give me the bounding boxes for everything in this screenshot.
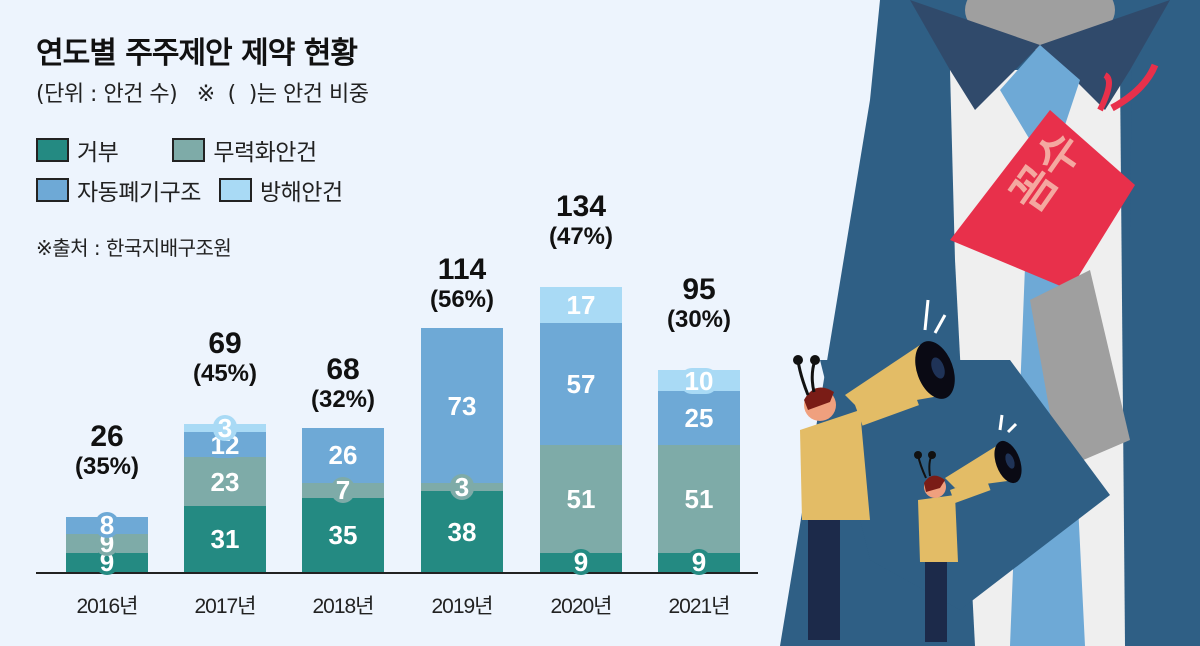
legend-swatch-neutralize (172, 138, 206, 162)
x-axis-label: 2019년 (431, 595, 493, 618)
legend-label: 자동폐기구조 (77, 180, 201, 206)
total-count: 134 (555, 190, 607, 224)
segment-value: 9 (686, 549, 712, 576)
total-percentage: (56%) (429, 286, 495, 314)
x-axis-label: 2021년 (668, 595, 730, 618)
bar-segment: 9 (540, 549, 622, 576)
legend-swatch-obstruct (218, 178, 252, 202)
legend-label: 무력화안건 (213, 140, 317, 166)
segment-value: 38 (447, 516, 477, 547)
x-axis-label: 2016년 (76, 595, 138, 618)
total-percentage: (47%) (548, 223, 614, 251)
bar-2019년: 38 3 73 (421, 0, 503, 572)
bar-segment: 38 (421, 491, 503, 572)
bar-segment: 23 (184, 457, 266, 507)
legend-item-neutralize: 무력화안건 (172, 133, 317, 167)
segment-value: 8 (94, 512, 120, 539)
megaphone-icon: 꼼수 (780, 0, 1200, 646)
bar-segment: 3 (184, 414, 266, 441)
segment-value: 51 (566, 483, 596, 514)
segment-value: 23 (210, 466, 240, 497)
x-axis-label: 2020년 (550, 595, 612, 618)
segment-value: 10 (679, 367, 719, 394)
legend-label: 거부 (77, 140, 119, 166)
bar-total-label: 114 (56%) (402, 254, 522, 314)
segment-value: 25 (684, 402, 714, 433)
illustration-businessman-megaphones: 꼼수 (760, 0, 1200, 646)
bar-segment: 51 (658, 444, 740, 553)
total-count: 69 (208, 326, 242, 360)
chart-title: 연도별 주주제안 제약 현황 (36, 36, 358, 71)
total-count: 26 (90, 419, 124, 453)
x-axis-label: 2017년 (194, 595, 256, 618)
legend-item-auto-discard: 자동폐기구조 (36, 173, 201, 207)
bar-segment: 51 (540, 444, 622, 553)
legend-label: 방해안건 (259, 180, 343, 206)
bar-total-label: 26 (35%) (47, 419, 167, 481)
bar-2018년: 35 7 26 (302, 0, 384, 572)
total-percentage: (30%) (666, 306, 732, 334)
bar-2017년: 31 23 12 3 (184, 0, 266, 572)
bar-segment: 10 (658, 367, 740, 394)
segment-value: 57 (566, 368, 596, 399)
bar-2021년: 9 51 25 10 (658, 0, 740, 576)
bar-segment: 57 (540, 323, 622, 445)
legend-swatch-auto-discard (36, 178, 69, 202)
segment-value: 9 (94, 549, 120, 576)
bar-total-label: 69 (45%) (165, 326, 285, 388)
segment-value: 9 (568, 549, 594, 576)
legend-item-obstruct: 방해안건 (218, 173, 343, 207)
bar-segment: 31 (184, 506, 266, 572)
bar-segment: 26 (302, 427, 384, 483)
segment-value: 3 (449, 474, 475, 501)
bar-total-label: 134 (47%) (521, 191, 641, 251)
bar-segment: 8 (66, 512, 148, 539)
bar-total-label: 95 (30%) (639, 274, 759, 334)
bar-segment: 9 (658, 549, 740, 576)
bar-segment: 17 (540, 287, 622, 324)
bar-segment: 3 (421, 474, 503, 501)
bar-total-label: 68 (32%) (283, 352, 403, 414)
legend: 거부 무력화안건 자동폐기구조 방해안건 (36, 130, 361, 210)
total-percentage: (45%) (192, 359, 258, 387)
bar-segment: 73 (421, 328, 503, 484)
segment-value: 31 (210, 524, 240, 555)
total-count: 114 (437, 253, 487, 287)
segment-value: 3 (212, 414, 238, 441)
chart-subtitle: (단위 : 안건 수) ※ ( )는 안건 비중 (36, 82, 369, 107)
x-axis-label: 2018년 (312, 595, 374, 618)
segment-value: 35 (328, 519, 358, 550)
x-axis-line (36, 572, 758, 574)
bar-segment: 9 (66, 549, 148, 576)
total-percentage: (35%) (74, 452, 140, 480)
legend-swatch-refusal (36, 138, 69, 162)
source-note: ※출처 : 한국지배구조원 (36, 236, 232, 260)
bar-segment: 25 (658, 391, 740, 445)
total-percentage: (32%) (310, 385, 376, 413)
total-count: 95 (682, 273, 716, 307)
bar-2020년: 9 51 57 17 (540, 0, 622, 576)
segment-value: 7 (330, 477, 356, 504)
segment-value: 17 (566, 290, 596, 321)
bar-segment: 7 (302, 477, 384, 504)
segment-value: 73 (447, 390, 477, 421)
total-count: 68 (326, 352, 360, 386)
bar-segment: 35 (302, 497, 384, 572)
segment-value: 26 (328, 440, 358, 471)
legend-item-refusal: 거부 (36, 133, 119, 167)
segment-value: 51 (684, 483, 714, 514)
